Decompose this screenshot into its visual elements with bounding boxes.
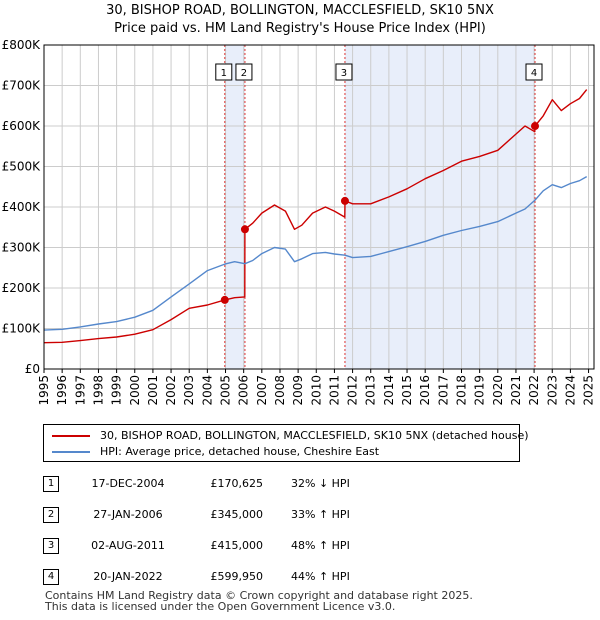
x-tick-label: 2022: [527, 375, 541, 406]
y-tick-label: £800K: [2, 38, 42, 52]
legend-item-hpi: HPI: Average price, detached house, Ches…: [52, 444, 379, 460]
transaction-hpi-diff: 32% ↓ HPI: [291, 477, 350, 490]
table-row: 3 02-AUG-2011 £415,000 48% ↑ HPI: [43, 538, 443, 554]
x-tick-label: 2006: [237, 375, 251, 406]
sale-point: [220, 295, 229, 304]
table-row: 1 17-DEC-2004 £170,625 32% ↓ HPI: [43, 476, 443, 492]
transaction-price: £345,000: [210, 508, 264, 521]
x-tick-label: 2020: [491, 375, 505, 406]
x-tick-label: 2005: [219, 375, 233, 406]
transaction-date: 20-JAN-2022: [93, 570, 163, 583]
y-tick-label: £0: [25, 362, 40, 376]
sale-label-number: 1: [221, 68, 227, 79]
sale-point: [340, 196, 349, 205]
x-tick-label: 1999: [110, 375, 124, 406]
x-tick-label: 1998: [91, 375, 105, 406]
x-tick-label: 1997: [73, 375, 87, 406]
sale-label-number: 4: [531, 68, 537, 79]
transaction-number: 1: [43, 476, 59, 492]
y-tick-label: £200K: [2, 281, 42, 295]
table-row: 4 20-JAN-2022 £599,950 44% ↑ HPI: [43, 569, 443, 585]
x-tick-label: 2016: [418, 375, 432, 406]
x-tick-label: 2003: [182, 375, 196, 406]
y-tick-label: £100K: [2, 322, 42, 336]
transaction-date: 02-AUG-2011: [91, 539, 165, 552]
legend-swatch-price: [52, 435, 90, 437]
transaction-date: 17-DEC-2004: [91, 477, 165, 490]
sale-label-box: [525, 63, 543, 81]
x-tick-label: 2017: [436, 375, 450, 406]
x-tick-label: 1995: [37, 375, 51, 406]
legend-label-hpi: HPI: Average price, detached house, Ches…: [100, 445, 380, 458]
transaction-hpi-diff: 44% ↑ HPI: [291, 570, 350, 583]
footer-line-2: This data is licensed under the Open Gov…: [45, 600, 396, 613]
sale-label-box: [335, 63, 353, 81]
price-paid-line: [43, 89, 588, 344]
transaction-number: 4: [43, 569, 59, 585]
transaction-price: £599,950: [210, 570, 264, 583]
sale-label-number: 2: [241, 68, 247, 79]
legend-label-price: 30, BISHOP ROAD, BOLLINGTON, MACCLESFIEL…: [100, 429, 529, 442]
y-tick-label: £400K: [2, 200, 42, 214]
transaction-hpi-diff: 48% ↑ HPI: [291, 539, 350, 552]
chart-title: 30, BISHOP ROAD, BOLLINGTON, MACCLESFIEL…: [0, 2, 600, 38]
sale-label-box: [215, 63, 233, 81]
sale-label-number: 3: [341, 68, 347, 79]
title-line-2: Price paid vs. HM Land Registry's House …: [114, 21, 486, 36]
y-tick-label: £500K: [2, 160, 42, 174]
sale-point: [531, 122, 540, 131]
hpi-line: [43, 175, 588, 331]
transaction-price: £415,000: [210, 539, 264, 552]
table-row: 2 27-JAN-2006 £345,000 33% ↑ HPI: [43, 507, 443, 523]
transaction-hpi-diff: 33% ↑ HPI: [291, 508, 350, 521]
legend: 30, BISHOP ROAD, BOLLINGTON, MACCLESFIEL…: [43, 424, 529, 462]
transaction-number: 3: [43, 538, 59, 554]
transaction-number: 2: [43, 507, 59, 523]
x-tick-label: 2015: [400, 375, 414, 406]
x-tick-label: 2023: [545, 375, 559, 406]
legend-item-price: 30, BISHOP ROAD, BOLLINGTON, MACCLESFIEL…: [52, 428, 529, 444]
plot-frame: [43, 44, 595, 370]
x-tick-label: 2012: [346, 375, 360, 406]
footer-line-1: Contains HM Land Registry data © Crown c…: [45, 589, 473, 602]
y-tick-label: £600K: [2, 119, 42, 133]
title-line-1: 30, BISHOP ROAD, BOLLINGTON, MACCLESFIEL…: [106, 3, 494, 18]
x-tick-label: 2004: [200, 375, 214, 406]
x-tick-label: 2013: [364, 375, 378, 406]
x-tick-label: 2001: [146, 375, 160, 406]
footer-attribution: Contains HM Land Registry data © Crown c…: [45, 590, 473, 612]
x-tick-label: 2014: [382, 375, 396, 406]
y-tick-label: £300K: [2, 241, 42, 255]
x-tick-label: 1996: [55, 375, 69, 406]
x-tick-label: 2018: [454, 375, 468, 406]
transaction-date: 27-JAN-2006: [93, 508, 163, 521]
legend-swatch-hpi: [52, 451, 90, 453]
price-chart: 1 2 3 4 £0 £100K £200K £300K £400K £500K £600K £70…: [2, 38, 596, 406]
x-tick-label: 2009: [291, 375, 305, 406]
x-tick-label: 2019: [473, 375, 487, 406]
sale-point: [240, 225, 249, 234]
x-tick-label: 2024: [563, 375, 577, 406]
x-tick-label: 2008: [273, 375, 287, 406]
x-tick-label: 2021: [509, 375, 523, 406]
x-tick-label: 2010: [309, 375, 323, 406]
sale-label-box: [235, 63, 253, 81]
x-tick-label: 2011: [327, 375, 341, 406]
x-tick-label: 2002: [164, 375, 178, 406]
x-tick-label: 2000: [128, 375, 142, 406]
x-tick-label: 2007: [255, 375, 269, 406]
y-tick-label: £700K: [2, 79, 42, 93]
transaction-price: £170,625: [210, 477, 264, 490]
x-tick-label: 2025: [582, 375, 596, 406]
